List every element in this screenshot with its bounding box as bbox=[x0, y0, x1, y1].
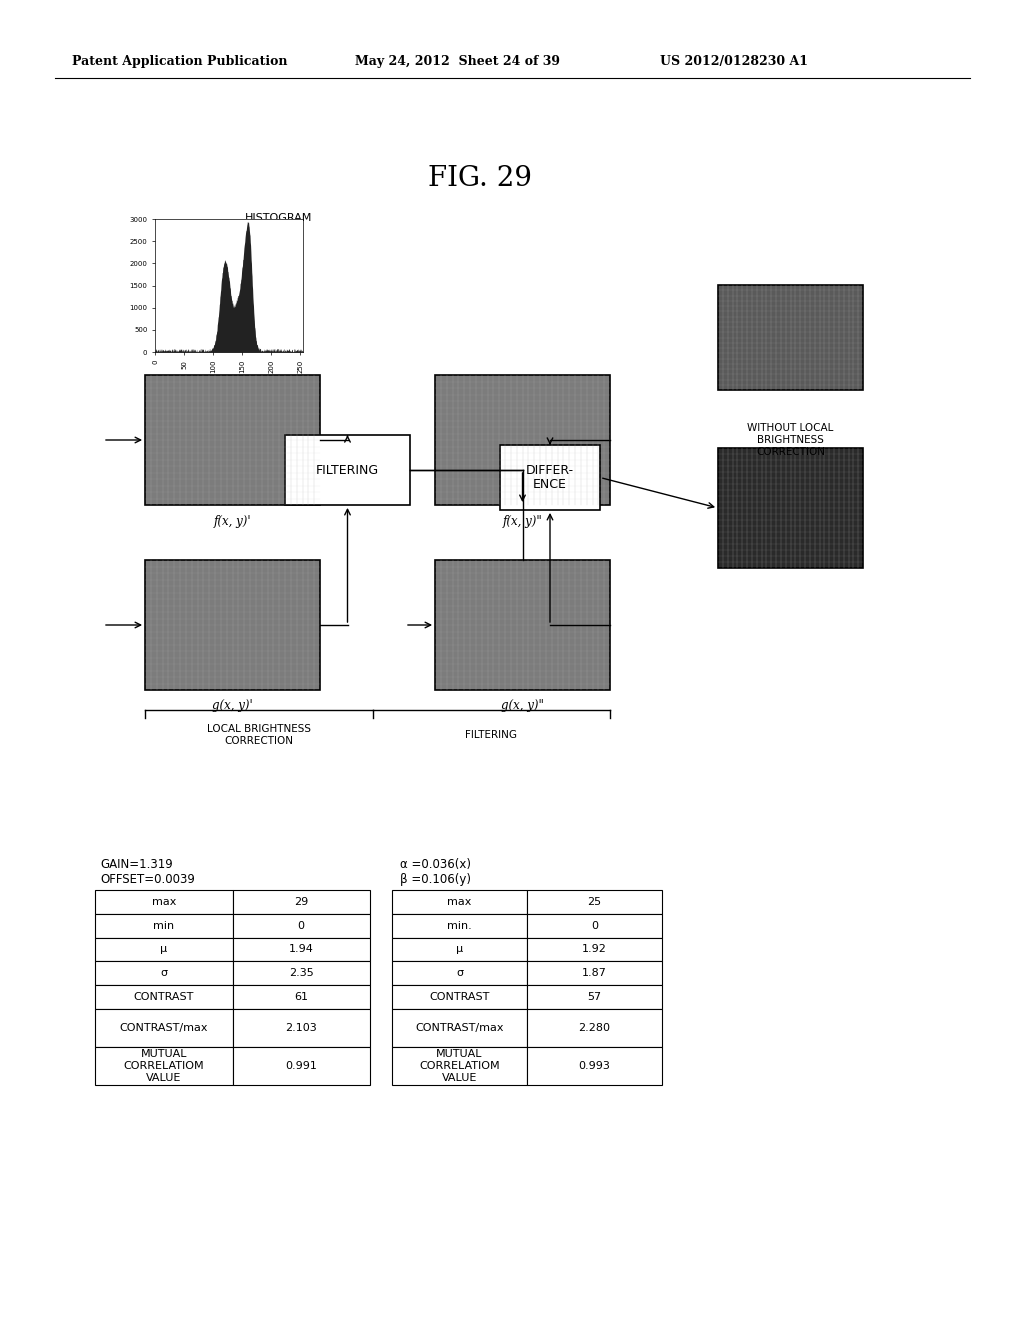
Text: HISTOGRAM: HISTOGRAM bbox=[245, 213, 312, 223]
Text: β =0.106(y): β =0.106(y) bbox=[400, 873, 471, 886]
Bar bbox=[718, 285, 863, 389]
Text: LOCAL BRIGHTNESS
CORRECTION: LOCAL BRIGHTNESS CORRECTION bbox=[207, 725, 310, 746]
Bar bbox=[435, 560, 610, 690]
Text: Patent Application Publication: Patent Application Publication bbox=[72, 55, 288, 69]
Text: g(x, y)": g(x, y)" bbox=[501, 700, 544, 713]
Bar bbox=[145, 375, 319, 506]
Text: DIFFER-
ENCE: DIFFER- ENCE bbox=[526, 463, 574, 491]
Text: g(x, y)': g(x, y)' bbox=[212, 700, 253, 713]
Text: f(x, y)': f(x, y)' bbox=[214, 515, 251, 528]
Bar bbox=[145, 560, 319, 690]
Bar bbox=[500, 445, 600, 510]
Text: FIG. 29: FIG. 29 bbox=[428, 165, 532, 191]
Text: OFFSET=0.0039: OFFSET=0.0039 bbox=[100, 873, 195, 886]
Bar bbox=[435, 375, 610, 506]
Text: WITHOUT LOCAL
BRIGHTNESS
CORRECTION: WITHOUT LOCAL BRIGHTNESS CORRECTION bbox=[748, 424, 834, 457]
Text: f(x, y)": f(x, y)" bbox=[503, 515, 543, 528]
Text: FILTERING: FILTERING bbox=[316, 463, 379, 477]
Text: US 2012/0128230 A1: US 2012/0128230 A1 bbox=[660, 55, 808, 69]
Bar bbox=[718, 447, 863, 568]
Text: May 24, 2012  Sheet 24 of 39: May 24, 2012 Sheet 24 of 39 bbox=[355, 55, 560, 69]
Bar bbox=[285, 436, 410, 506]
Text: GAIN=1.319: GAIN=1.319 bbox=[100, 858, 173, 871]
Text: FILTERING: FILTERING bbox=[465, 730, 517, 741]
Text: α =0.036(x): α =0.036(x) bbox=[400, 858, 471, 871]
